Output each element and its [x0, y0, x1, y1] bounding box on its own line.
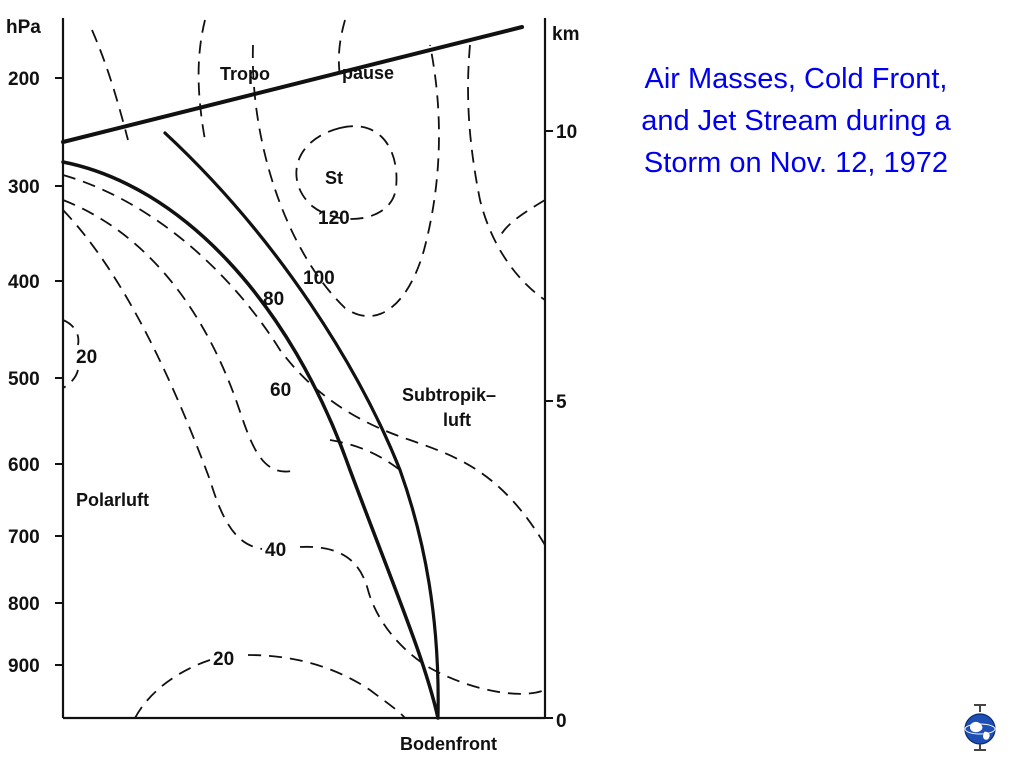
isotach-label-60: 60: [270, 380, 291, 401]
subtropical-air-label-line2: luft: [443, 410, 471, 430]
slide-title-line: and Jet Stream during a: [641, 105, 951, 137]
tropopause-line: [61, 25, 524, 144]
stratosphere-label: St: [325, 168, 343, 188]
height-tick-label: 10: [556, 122, 577, 143]
height-ticks: 10 5 0: [545, 122, 577, 732]
isotach-contour: [295, 125, 398, 220]
pressure-tick-label: 700: [8, 527, 40, 548]
pressure-axis-unit: hPa: [6, 17, 41, 38]
subtropical-front-line: [163, 131, 440, 720]
isotach-contour: [62, 199, 297, 473]
pressure-tick-label: 500: [8, 369, 40, 390]
isotach-contour: [62, 209, 263, 550]
pressure-tick-label: 800: [8, 594, 40, 615]
surface-front-label: Bodenfront: [400, 734, 497, 754]
slide-title-line: Storm on Nov. 12, 1972: [643, 147, 949, 179]
isotach-contour: [91, 29, 129, 141]
pressure-tick-label: 900: [8, 656, 40, 677]
isotach-label-100: 100: [303, 268, 335, 289]
isotach-label-120: 120: [318, 208, 350, 229]
height-tick-label: 0: [556, 711, 567, 732]
height-tick-label: 5: [556, 392, 567, 413]
height-axis-unit: km: [552, 24, 579, 45]
subtropical-air-label: Subtropik–: [402, 385, 496, 405]
isotach-contour: [197, 19, 206, 141]
isotach-contour: [251, 44, 440, 317]
slide-title: Air Masses, Cold Front, and Jet Stream d…: [604, 58, 988, 184]
globe-logo-icon: [964, 704, 996, 751]
isotach-contour: [62, 174, 546, 546]
isotach-contour: [497, 199, 546, 241]
isotach-contour: [467, 44, 546, 301]
pressure-tick-label: 200: [8, 69, 40, 90]
pressure-tick-label: 300: [8, 177, 40, 198]
polar-front-line: [61, 160, 440, 720]
isotach-contour: [337, 19, 346, 79]
isotach-contour: [134, 659, 211, 719]
isotach-contour: [299, 546, 546, 695]
pressure-tick-label: 400: [8, 272, 40, 293]
isotach-label-80: 80: [263, 289, 284, 310]
isotach-label-40: 40: [265, 540, 286, 561]
pressure-tick-label: 600: [8, 455, 40, 476]
polar-air-label: Polarluft: [76, 490, 149, 510]
isotach-label-20-left: 20: [76, 347, 97, 368]
isotach-contour: [247, 654, 406, 719]
tropo-label: Tropo: [220, 64, 270, 84]
pause-label: pause: [342, 63, 394, 83]
slide-title-line: Air Masses, Cold Front,: [644, 63, 948, 95]
isotach-label-20-bottom: 20: [213, 649, 234, 670]
isotach-lines: [62, 19, 546, 719]
isotach-contour: [329, 439, 401, 471]
isotach-contour: [62, 369, 79, 389]
isotach-contour: [62, 319, 80, 346]
pressure-ticks: 200 300 400 500 600 700 800 900: [8, 69, 63, 677]
cross-section-diagram: hPa km 200 300 400 500 600 700 800 900 1…: [6, 17, 579, 754]
